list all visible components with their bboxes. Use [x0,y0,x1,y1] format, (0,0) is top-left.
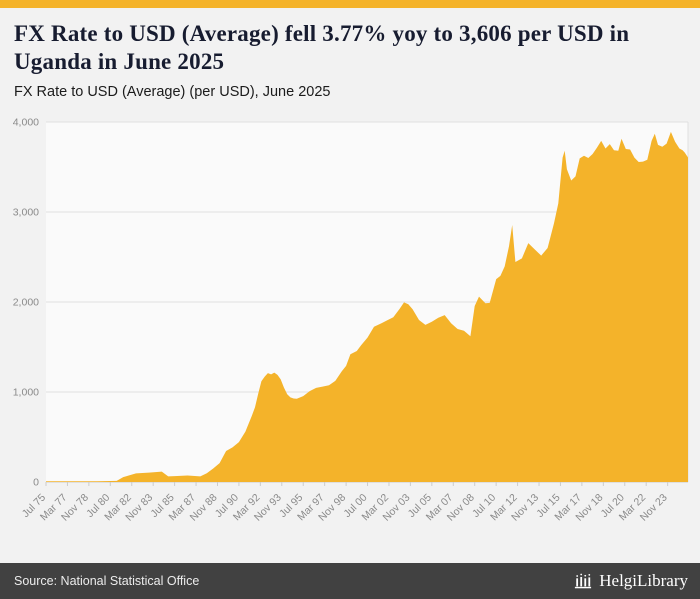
accent-bar [0,0,700,8]
library-columns-icon [575,573,592,589]
page-title: FX Rate to USD (Average) fell 3.77% yoy … [14,21,630,75]
chart-subtitle: FX Rate to USD (Average) (per USD), June… [14,84,331,101]
y-tick-label: 1,000 [13,387,39,399]
y-tick-label: 4,000 [13,117,39,129]
y-tick-label: 0 [33,477,39,489]
footer-bar: Source: National Statistical Office Helg… [0,563,700,599]
helgilibrary-logo[interactable]: HelgiLibrary [574,571,688,591]
y-tick-label: 2,000 [13,297,39,309]
chart-header: FX Rate to USD (Average) fell 3.77% yoy … [0,8,700,106]
brand-text: HelgiLibrary [599,571,688,591]
fx-rate-area-series [46,131,688,483]
y-tick-label: 3,000 [13,207,39,219]
source-text: Source: National Statistical Office [14,574,200,589]
chart-container: 0 1,000 2,000 3,000 4,000 Jul 75 Mar 77 Nov 78 J… [0,106,700,563]
